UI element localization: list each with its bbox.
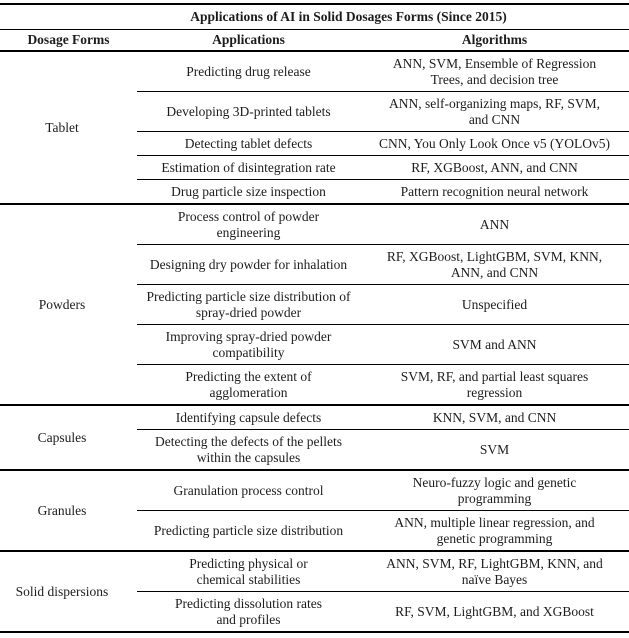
ai-solid-dosage-forms-table: Applications of AI in Solid Dosages Form… [0,3,629,633]
application-cell: Predicting drug release [186,63,311,79]
table-row: Granules Granulation process control Neuro… [0,470,629,518]
algorithms-cell: KNN, SVM, and CNN [432,409,557,425]
application-cell: Drug particle size inspection [137,179,360,204]
dosage-form-cell: Solid dispersions [15,583,109,599]
table-row: Predicting the extent of agglomeration SV… [0,364,629,405]
column-header-row: Dosage Forms Applications Algorithms [0,29,629,52]
table-row: Developing 3D-printed tablets ANN, self-o… [0,91,629,132]
application-cell: Process control of powder engineering [177,208,320,240]
dosage-form-cell: Capsules [37,429,87,445]
application-cell: Improving spray-dried powder compatibili… [137,324,360,365]
algorithms-cell: RF, XGBoost, LightGBM, SVM, KNN, ANN, an… [360,244,629,285]
algorithms-cell: ANN, SVM, Ensemble of Regression Trees, … [392,55,597,87]
table-row: Predicting dissolution rates and profile… [0,591,629,632]
algorithms-cell: SVM [360,429,629,470]
application-cell: Designing dry powder for inhalation [137,244,360,285]
table-row: Estimation of disintegration rate RF, XGB… [0,155,629,180]
dosage-form-cell: Powders [38,296,86,312]
table-row: Tablet Predicting drug release ANN, SVM, E… [0,51,629,135]
algorithms-cell: RF, SVM, LightGBM, and XGBoost [360,591,629,632]
application-cell: Granulation process control [173,482,324,498]
table-row: Improving spray-dried powder compatibili… [0,324,629,365]
table-row: Designing dry powder for inhalation RF, X… [0,244,629,285]
algorithms-cell: Pattern recognition neural network [360,179,629,204]
algorithms-cell: ANN, multiple linear regression, and gen… [360,510,629,551]
algorithms-cell: ANN [479,216,510,232]
algorithms-cell: RF, XGBoost, ANN, and CNN [360,155,629,180]
dosage-group-capsules: Capsules Identifying capsule defects KNN, … [0,405,629,470]
algorithms-cell: ANN, self-organizing maps, RF, SVM, and … [360,91,629,132]
column-header-algorithms: Algorithms [360,29,629,52]
application-cell: Detecting the defects of the pellets wit… [137,429,360,470]
table-row: Predicting particle size distribution of… [0,284,629,325]
algorithms-cell: ANN, SVM, RF, LightGBM, KNN, and naïve B… [386,555,603,587]
application-cell: Estimation of disintegration rate [137,155,360,180]
dosage-group-powders: Powders Process control of powder enginee… [0,204,629,405]
algorithms-cell: SVM, RF, and partial least squares regre… [360,364,629,405]
algorithms-cell: Unspecified [360,284,629,325]
table-title: Applications of AI in Solid Dosages Form… [0,3,629,30]
dosage-group-granules: Granules Granulation process control Neuro… [0,470,629,551]
algorithms-cell: CNN, You Only Look Once v5 (YOLOv5) [360,131,629,156]
table-row: Drug particle size inspection Pattern rec… [0,179,629,204]
table-row: Detecting the defects of the pellets wit… [0,429,629,470]
table-row: Solid dispersions Predicting physical or … [0,551,629,599]
algorithms-cell: Neuro-fuzzy logic and genetic programmin… [412,474,577,506]
application-cell: Predicting physical or chemical stabilit… [189,555,308,587]
algorithms-cell: SVM and ANN [360,324,629,365]
application-cell: Predicting particle size distribution [137,510,360,551]
table-title-row: Applications of AI in Solid Dosages Form… [0,3,629,30]
application-cell: Developing 3D-printed tablets [137,91,360,132]
application-cell: Predicting dissolution rates and profile… [137,591,360,632]
dosage-group-tablet: Tablet Predicting drug release ANN, SVM, E… [0,51,629,204]
table-row: Predicting particle size distribution ANN… [0,510,629,551]
application-cell: Detecting tablet defects [137,131,360,156]
dosage-form-cell: Granules [37,502,87,518]
dosage-group-solid-dispersions: Solid dispersions Predicting physical or … [0,551,629,632]
application-cell: Identifying capsule defects [175,409,322,425]
table-head: Applications of AI in Solid Dosages Form… [0,3,629,52]
column-header-applications: Applications [137,29,360,52]
application-cell: Predicting the extent of agglomeration [137,364,360,405]
table-row: Powders Process control of powder enginee… [0,204,629,312]
table-row: Capsules Identifying capsule defects KNN, … [0,405,629,445]
dosage-form-cell: Tablet [45,119,79,135]
table-row: Detecting tablet defects CNN, You Only Lo… [0,131,629,156]
application-cell: Predicting particle size distribution of… [137,284,360,325]
paper-page: Applications of AI in Solid Dosages Form… [0,3,629,633]
column-header-dosage-forms: Dosage Forms [0,29,137,52]
